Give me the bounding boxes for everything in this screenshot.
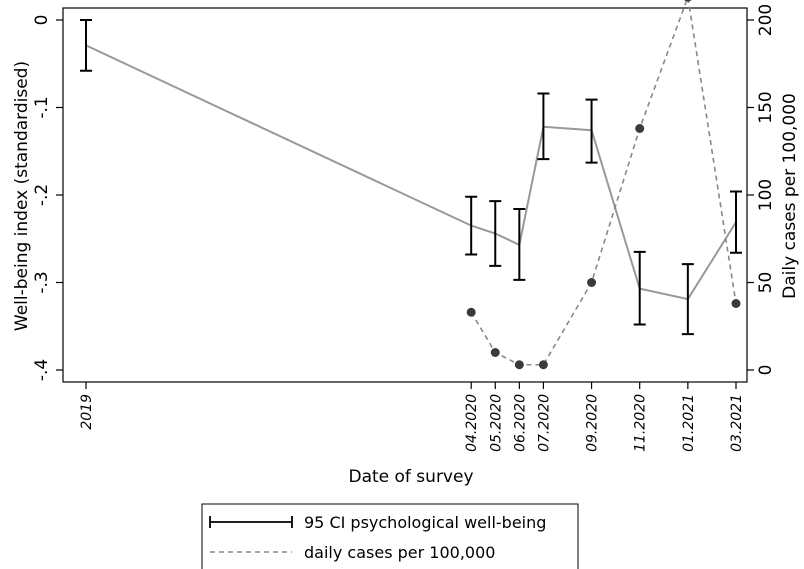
cases-point — [587, 278, 597, 287]
right-axis-title: Daily cases per 100,000 — [780, 93, 800, 299]
legend-ci-label: 95 CI psychological well-being — [304, 513, 546, 532]
left-axis-title: Well-being index (standardised) — [12, 61, 32, 331]
x-tick-label: 03.2021 — [729, 394, 745, 452]
x-axis-title: Date of survey — [348, 467, 473, 487]
left-tick-label: -.2 — [32, 184, 52, 206]
cases-point — [635, 124, 645, 133]
x-tick-label: 05.2020 — [488, 394, 504, 452]
right-tick-label: 100 — [756, 179, 776, 211]
legend: 95 CI psychological well-being daily cas… — [201, 503, 579, 569]
cases-line — [470, 0, 737, 366]
cases-series — [466, 0, 741, 370]
left-tick-label: -.3 — [32, 271, 52, 293]
legend-ci-symbol — [209, 516, 293, 528]
x-tick-label: 06.2020 — [512, 394, 528, 452]
x-tick-label: 01.2021 — [681, 394, 697, 452]
left-tick-label: -.4 — [32, 359, 52, 381]
cases-point — [466, 307, 476, 317]
left-tick-label: 0 — [32, 15, 52, 26]
legend-box — [201, 503, 579, 569]
right-tick-label: 200 — [756, 4, 776, 36]
left-tick-label: -.1 — [32, 96, 52, 118]
x-tick-label: 2019 — [79, 394, 95, 430]
cases-point — [731, 299, 741, 308]
x-tick-label: 07.2020 — [536, 394, 552, 452]
ci-bar — [80, 19, 92, 72]
ci-bar — [489, 200, 502, 267]
right-tick-label: 150 — [756, 91, 776, 123]
left-axis-ticks: 0 -.1 -.2 -.3 -.4 — [32, 15, 63, 381]
x-tick-label: 09.2020 — [585, 394, 601, 452]
legend-cases-label: daily cases per 100,000 — [304, 543, 495, 562]
x-tick-label: 04.2020 — [464, 394, 480, 452]
ci-bar — [730, 190, 742, 254]
cases-point — [538, 360, 548, 370]
ci-bar — [513, 208, 526, 281]
ci-bar — [465, 195, 478, 256]
right-tick-label: 0 — [756, 365, 776, 376]
x-tick-label: 11.2020 — [633, 394, 649, 452]
cases-point — [490, 348, 500, 357]
x-axis-ticks: 2019 04.2020 05.2020 06.2020 07.2020 09.2020 1… — [79, 382, 745, 452]
ci-bar — [633, 250, 646, 326]
right-axis-ticks: 0 50 100 150 200 — [747, 4, 776, 376]
cases-point — [684, 0, 692, 2]
ci-bar — [585, 98, 598, 164]
wellbeing-series — [80, 19, 742, 336]
cases-point — [514, 360, 524, 370]
ci-bar — [681, 263, 694, 336]
wellbeing-mean-line — [85, 44, 737, 301]
ci-bar — [537, 92, 550, 161]
right-tick-label: 50 — [756, 272, 776, 294]
